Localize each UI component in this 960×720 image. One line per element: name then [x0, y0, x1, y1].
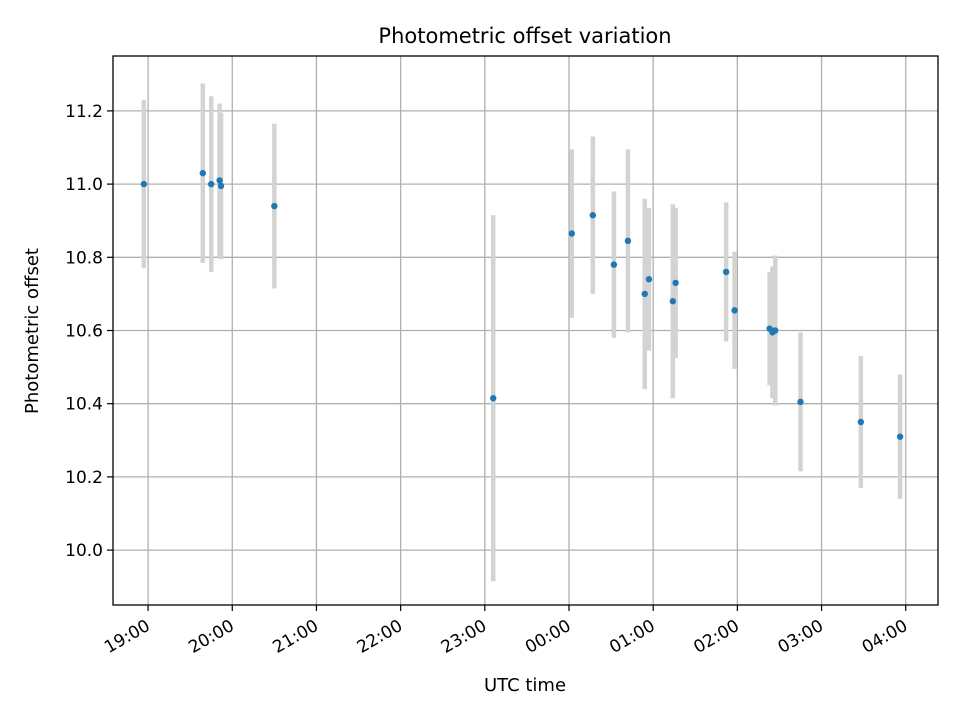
y-ticks: 10.0 10.2 10.4 10.6 10.8 11.0 11.2 — [65, 102, 113, 561]
x-tick-label: 23:00 — [438, 616, 490, 658]
x-tick-label: 01:00 — [606, 616, 658, 658]
x-tick-label: 02:00 — [690, 616, 742, 658]
x-tick-label: 21:00 — [270, 616, 322, 658]
data-point — [490, 395, 497, 402]
x-tick-label: 00:00 — [522, 616, 574, 658]
data-point — [568, 230, 576, 237]
data-point — [199, 169, 206, 177]
y-axis-label: Photometric offset — [22, 248, 43, 414]
data-point — [217, 182, 225, 190]
y-tick-label: 10.8 — [65, 248, 103, 268]
chart-title: Photometric offset variation — [378, 24, 671, 48]
grid-lines — [113, 56, 938, 605]
data-point — [857, 418, 865, 426]
x-ticks: 19:00 20:00 21:00 22:00 23:00 00:00 01:00 02:00… — [101, 605, 911, 658]
data-point — [669, 298, 677, 305]
x-tick-label: 22:00 — [354, 616, 406, 658]
data-point — [589, 212, 597, 219]
y-tick-label: 10.0 — [65, 541, 103, 561]
y-tick-label: 10.6 — [65, 322, 103, 342]
data-point — [772, 327, 779, 334]
data-point — [216, 177, 223, 184]
x-tick-label: 19:00 — [101, 616, 153, 658]
data-point — [140, 180, 148, 188]
data-point — [645, 276, 653, 283]
error-bars — [141, 83, 903, 582]
data-point — [610, 261, 618, 268]
data-point — [722, 268, 730, 276]
x-axis-label: UTC time — [484, 675, 566, 696]
data-point — [731, 307, 738, 314]
data-point — [641, 290, 648, 298]
data-point — [624, 237, 632, 245]
y-tick-label: 10.4 — [65, 395, 103, 415]
x-tick-label: 20:00 — [185, 616, 237, 658]
x-tick-label: 03:00 — [775, 616, 827, 658]
data-point — [896, 433, 904, 440]
data-point — [271, 202, 278, 210]
data-point — [672, 279, 679, 287]
y-tick-label: 11.0 — [65, 175, 103, 195]
data-points — [140, 169, 904, 440]
data-point — [208, 180, 215, 188]
y-tick-label: 10.2 — [65, 468, 103, 488]
y-tick-label: 11.2 — [65, 102, 103, 122]
x-tick-label: 04:00 — [859, 616, 911, 658]
data-point — [797, 398, 804, 406]
